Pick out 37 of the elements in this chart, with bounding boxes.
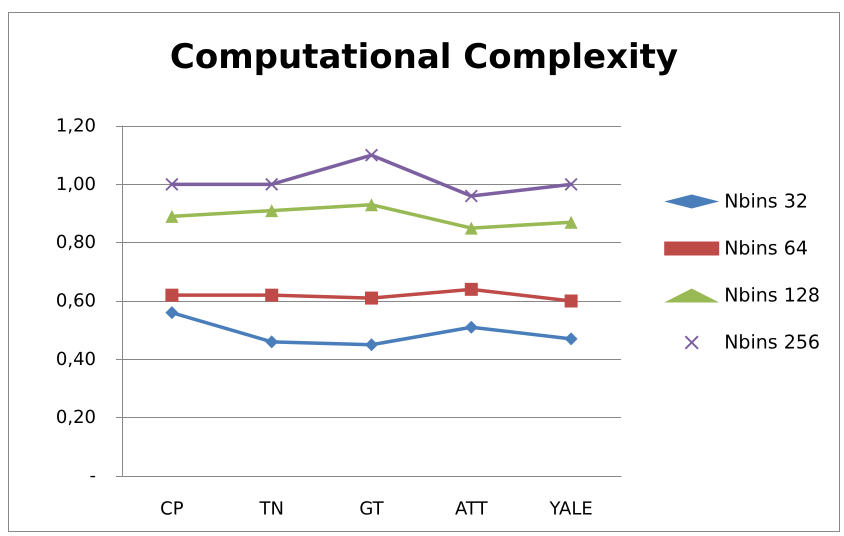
point (165, 178, 178, 191)
point (365, 292, 378, 305)
point (165, 306, 178, 320)
point (464, 282, 478, 296)
point (265, 335, 278, 348)
y-tick-label: - (90, 466, 96, 486)
point (564, 178, 578, 191)
point (464, 190, 478, 202)
point (564, 294, 578, 308)
point (564, 216, 578, 229)
y-tick-label: 1,00 (56, 174, 96, 195)
y-tick-label: 0,40 (56, 348, 96, 370)
chart-title: Computational Complexity (170, 37, 678, 77)
x-tick-label: TN (258, 498, 284, 520)
point (265, 178, 278, 191)
point (265, 288, 278, 302)
point (365, 198, 378, 212)
y-tick-label: 0,60 (56, 290, 96, 312)
legend-label: Nbins 256 (724, 332, 820, 354)
point (165, 288, 178, 302)
legend-label: Nbins 64 (724, 238, 808, 260)
point (365, 338, 378, 352)
x-tick-label: GT (359, 498, 385, 520)
legend-label: Nbins 32 (724, 190, 808, 212)
x-tick-label: YALE (548, 498, 593, 520)
y-tick-label: 0,80 (56, 232, 96, 254)
point (464, 222, 478, 235)
legend-label: Nbins 128 (724, 284, 820, 306)
x-tick-label: CP (160, 498, 184, 520)
y-tick-label: 0,20 (56, 407, 96, 428)
y-tick-label: 1,20 (56, 116, 96, 136)
point (464, 320, 478, 334)
point (365, 148, 378, 162)
x-tick-label: ATT (455, 498, 489, 520)
point (265, 204, 278, 218)
point (165, 210, 178, 223)
point (564, 332, 578, 346)
